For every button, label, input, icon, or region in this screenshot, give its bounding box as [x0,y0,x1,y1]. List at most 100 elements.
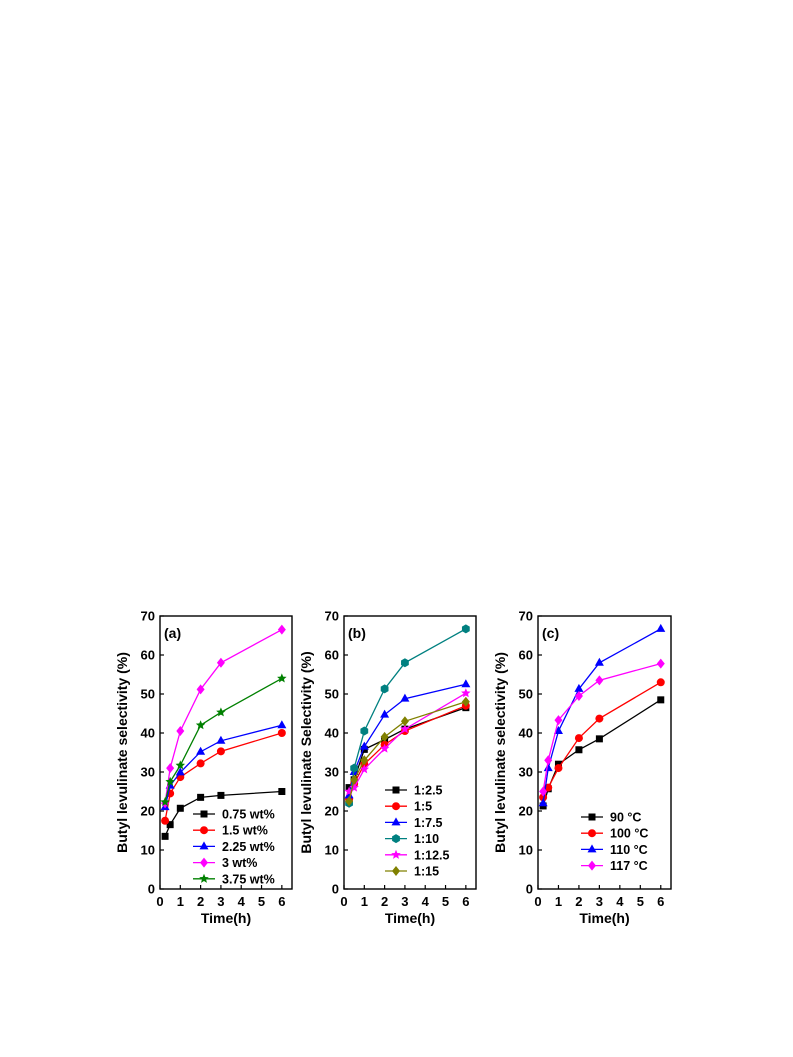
panel-c-data-point [544,755,553,766]
panel-b-ytick-label: 10 [325,843,339,858]
panel-b-data-point [400,693,410,702]
panel-c-series-2 [539,678,665,802]
panel-b-data-point [401,658,409,668]
panel-a-legend-marker [199,841,209,850]
panel-b-data-point [380,731,389,742]
panel-a-ytick-label: 10 [141,843,155,858]
panel-a-legend: 0.75 wt% 1.5 wt% 2.25 wt% 3 wt% 3.75 wt% [193,808,275,886]
panel-a-data-point [216,657,225,668]
panel-a-data-point [196,759,205,768]
panel-a-series-5 [160,673,287,807]
panel-c-series-1 [539,696,665,810]
panel-c-legend-marker [588,813,596,821]
panel-c-xtick-label: 2 [575,894,582,909]
panel-b-xtick-label: 6 [462,894,469,909]
panel-a-data-point [161,816,170,825]
panel-c-xtick-label: 0 [534,894,541,909]
panel-b-ytick-label: 30 [325,765,339,780]
panel-a-xtick-label: 1 [177,894,184,909]
panel-b-legend-marker [392,802,400,811]
panel-a-legend-label: 2.25 wt% [222,840,275,854]
panel-a-ytick-label: 30 [141,765,155,780]
panel-a-xtick-label: 0 [156,894,163,909]
panel-a-y-axis-label: Butyl levulinate selectivity (%) [114,652,130,853]
panel-a-label: (a) [164,625,181,641]
panel-c-legend-marker [588,860,596,871]
panel-c-legend-marker [588,829,596,838]
panel-a-data-point [277,729,286,737]
panel-a-x-axis-label: Time(h) [201,910,251,926]
panel-a-legend-marker [200,826,208,835]
panel-b-y-axis-label: Butyl levulinate Selectivity (%) [298,651,314,853]
panel-c-ytick-label: 0 [526,882,533,897]
panel-a-data-point [160,797,170,807]
panel-c-data-point [595,735,603,743]
panel-b-legend-label: 1:2.5 [414,784,443,798]
panel-a-data-point [175,767,185,776]
panel-b-data-point [400,716,409,727]
panel-a-legend-label: 3.75 wt% [222,872,275,886]
panel-c-data-point [657,696,665,704]
panel-b-data-point [360,726,369,736]
panel-b-legend-marker [392,834,400,844]
panel-b-data-point [345,796,354,807]
panel-a-data-point [216,707,226,717]
panel-c-ytick-label: 30 [519,765,533,780]
panel-c-xtick-label: 1 [555,894,562,909]
panel-c-data-point [656,658,665,669]
panel-b-data-point [344,790,354,799]
panel-c-data-point [595,714,604,723]
panel-b-xtick-label: 1 [361,894,368,909]
panel-a-series-line [164,677,283,803]
panel-c-plot-frame [537,615,672,890]
panel-a-data-point [175,760,186,770]
panel-c-legend: 90 °C 100 °C 110 °C 117 °C [581,811,648,873]
panel-a-data-point [277,673,287,683]
panel-c-ytick-label: 50 [519,687,533,702]
panel-c-legend-marker [587,844,597,853]
panel-a-legend-label: 1.5 wt% [222,824,268,838]
panel-c-data-point [543,763,553,772]
panel-c-data-point [656,623,666,632]
panel-b-data-point [461,679,471,688]
panel-a-legend-marker [199,873,209,883]
panel-c-legend-label: 117 °C [610,859,648,873]
panel-c-xtick-label: 3 [596,894,603,909]
panel-a-data-point [278,788,286,795]
panel-a-legend-label: 3 wt% [222,856,257,870]
panel-a-legend-label: 0.75 wt% [222,808,275,822]
panel-b-xtick-label: 2 [381,894,388,909]
panel-a-xtick-label: 2 [197,894,204,909]
panel-a-data-point [166,821,174,829]
panel-a-series-3 [160,720,287,811]
panel-a-xtick-label: 3 [217,894,224,909]
panel-a-data-point [161,832,169,840]
panel-c-legend-label: 110 °C [610,843,648,857]
panel-b-ytick-label: 40 [325,726,339,741]
panel-b-legend-label: 1:15 [414,865,439,879]
panel-c-data-point [574,690,583,701]
panel-b-series-6 [345,696,470,807]
panel-a-legend-marker [200,810,208,818]
panel-c-ytick-label: 60 [519,648,533,663]
panel-c-xtick-label: 5 [637,894,644,909]
panel-b-data-point [461,696,470,707]
panel-a-data-point [277,624,286,635]
panel-b-x-axis-label: Time(h) [385,910,435,926]
panel-a-data-point [176,804,184,812]
panel-c-data-point [538,798,548,807]
panel-b-series-3 [344,679,471,799]
panel-b-xtick-label: 3 [401,894,408,909]
panel-c-legend-label: 100 °C [610,827,648,841]
panel-a-xtick-label: 5 [258,894,265,909]
panel-b-legend-label: 1:7.5 [414,816,443,830]
panel-a-ytick-label: 70 [141,609,155,624]
panel-c-ytick-label: 10 [519,843,533,858]
panel-b-legend-label: 1:5 [414,800,432,814]
panel-c-data-point [539,786,548,797]
panel-b-data-point [350,774,359,785]
panel-c-label: (c) [542,625,559,641]
panel-b-xtick-label: 5 [442,894,449,909]
panel-a-data-point [195,720,206,730]
